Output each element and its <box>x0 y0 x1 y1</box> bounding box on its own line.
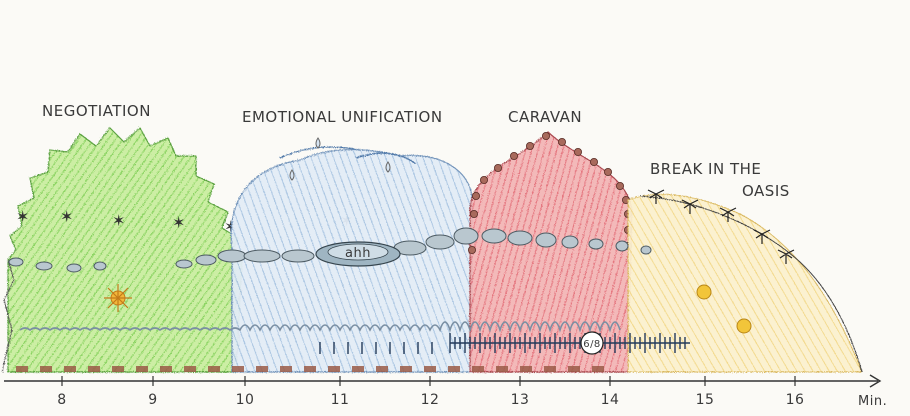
dash-mark <box>376 366 388 372</box>
dash-mark <box>304 366 316 372</box>
svg-text:✶: ✶ <box>60 207 73 226</box>
dash-mark <box>400 366 412 372</box>
stone <box>8 257 24 267</box>
bead <box>467 245 476 254</box>
label-emotional-unification: EMOTIONAL UNIFICATION <box>242 108 443 126</box>
dash-mark <box>256 366 268 372</box>
stone <box>195 254 217 266</box>
meter-badge: 6/8 <box>580 331 604 355</box>
dash-mark <box>208 366 220 372</box>
bead <box>616 181 625 190</box>
axis-tick-label: 15 <box>696 392 715 408</box>
axis-tick-label: 9 <box>148 392 157 408</box>
svg-text:✶: ✶ <box>112 211 125 230</box>
bead <box>509 151 518 160</box>
axis-tick-label: 11 <box>331 392 350 408</box>
dash-mark <box>520 366 532 372</box>
dash-mark <box>232 366 244 372</box>
axis-tick-label: 13 <box>511 392 530 408</box>
dash-mark <box>328 366 340 372</box>
stone <box>281 249 315 263</box>
bead <box>590 157 599 166</box>
wave-line <box>19 321 621 333</box>
bead <box>574 147 583 156</box>
tear-drop-icons <box>289 137 391 181</box>
axis-tick-label: 10 <box>236 392 255 408</box>
axis-tick-label: 12 <box>421 392 440 408</box>
dash-mark <box>472 366 484 372</box>
stone <box>588 238 604 250</box>
dash-mark <box>592 366 604 372</box>
bead <box>526 141 535 150</box>
bead <box>469 209 478 218</box>
meter-text: 6/8 <box>583 339 601 350</box>
axis-tick-label: 16 <box>786 392 805 408</box>
svg-text:✶: ✶ <box>172 213 185 232</box>
negotiation-region <box>1 127 243 373</box>
dash-mark <box>16 366 28 372</box>
oasis-region <box>627 193 863 373</box>
green-sun-icon <box>104 284 132 312</box>
bead <box>558 137 567 146</box>
bead <box>479 175 488 184</box>
palm-tree-icons <box>647 189 795 264</box>
stone <box>481 228 507 244</box>
dash-mark <box>448 366 460 372</box>
bead <box>542 131 551 140</box>
ahh-text: ahh <box>345 246 371 261</box>
dash-mark <box>280 366 292 372</box>
dash-mark <box>424 366 436 372</box>
bead <box>604 167 613 176</box>
stone <box>243 249 281 263</box>
stone <box>615 240 629 252</box>
stone <box>425 234 455 250</box>
label-negotiation: NEGOTIATION <box>42 102 151 120</box>
dash-mark <box>136 366 148 372</box>
dash-mark <box>112 366 124 372</box>
dash-mark <box>160 366 172 372</box>
stone <box>217 249 247 263</box>
label-caravan: CARAVAN <box>508 108 582 126</box>
dash-mark <box>88 366 100 372</box>
caravan-region <box>469 131 633 373</box>
axis-tick-label: 14 <box>601 392 620 408</box>
dash-mark <box>544 366 556 372</box>
stone <box>175 259 193 269</box>
bead <box>493 163 502 172</box>
stone <box>535 232 557 248</box>
dash-mark <box>40 366 52 372</box>
axis-tick-label: 8 <box>57 392 66 408</box>
dash-mark <box>568 366 580 372</box>
axis-unit-label: Min. <box>858 394 887 409</box>
stone <box>507 230 533 246</box>
stone-chain <box>8 227 652 273</box>
dash-mark <box>64 366 76 372</box>
dash-mark <box>496 366 508 372</box>
dash-mark <box>184 366 196 372</box>
rhythm-marks <box>319 333 690 354</box>
stone <box>66 263 82 273</box>
stone <box>35 261 53 271</box>
stone <box>561 235 579 249</box>
dash-mark <box>352 366 364 372</box>
label-break-line1: BREAK IN THE <box>650 160 761 178</box>
stone <box>93 261 107 271</box>
svg-text:✶: ✶ <box>16 207 29 226</box>
dashed-band <box>16 366 604 372</box>
stone <box>640 245 652 255</box>
ahh-bubble: ahh <box>315 241 401 267</box>
stone <box>453 227 479 245</box>
time-axis: 8 9 10 11 12 13 14 15 16 Min. <box>4 374 887 409</box>
label-break-line2: OASIS <box>742 182 790 200</box>
oasis-sun-icons <box>696 284 752 334</box>
bead <box>471 191 480 200</box>
